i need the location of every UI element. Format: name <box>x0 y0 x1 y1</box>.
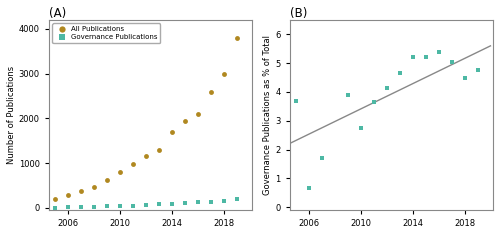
Legend: All Publications, Governance Publications: All Publications, Governance Publication… <box>52 24 160 43</box>
Text: (A): (A) <box>49 7 66 20</box>
Y-axis label: Number of Publications: Number of Publications <box>7 66 16 164</box>
Y-axis label: Governance Publications as % of Total: Governance Publications as % of Total <box>264 35 272 195</box>
Text: (B): (B) <box>290 7 307 20</box>
